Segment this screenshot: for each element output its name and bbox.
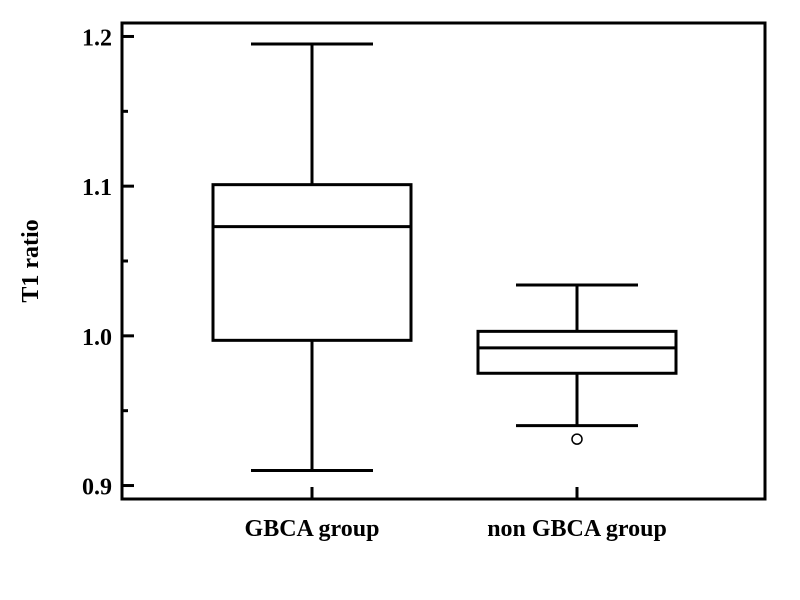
- x-tick-label: GBCA group: [245, 516, 380, 542]
- plot-frame: [120, 21, 767, 501]
- y-tick-label: 1.1: [82, 175, 112, 201]
- y-tick-label: 0.9: [82, 475, 112, 501]
- outlier-point: [571, 433, 583, 445]
- y-axis-label: T1 ratio: [18, 219, 44, 302]
- box-iqr: [476, 329, 678, 375]
- y-tick-label: 1.0: [82, 325, 112, 351]
- x-tick-label: non GBCA group: [487, 516, 667, 542]
- box-iqr: [211, 183, 413, 342]
- y-tick-label: 1.2: [82, 25, 112, 51]
